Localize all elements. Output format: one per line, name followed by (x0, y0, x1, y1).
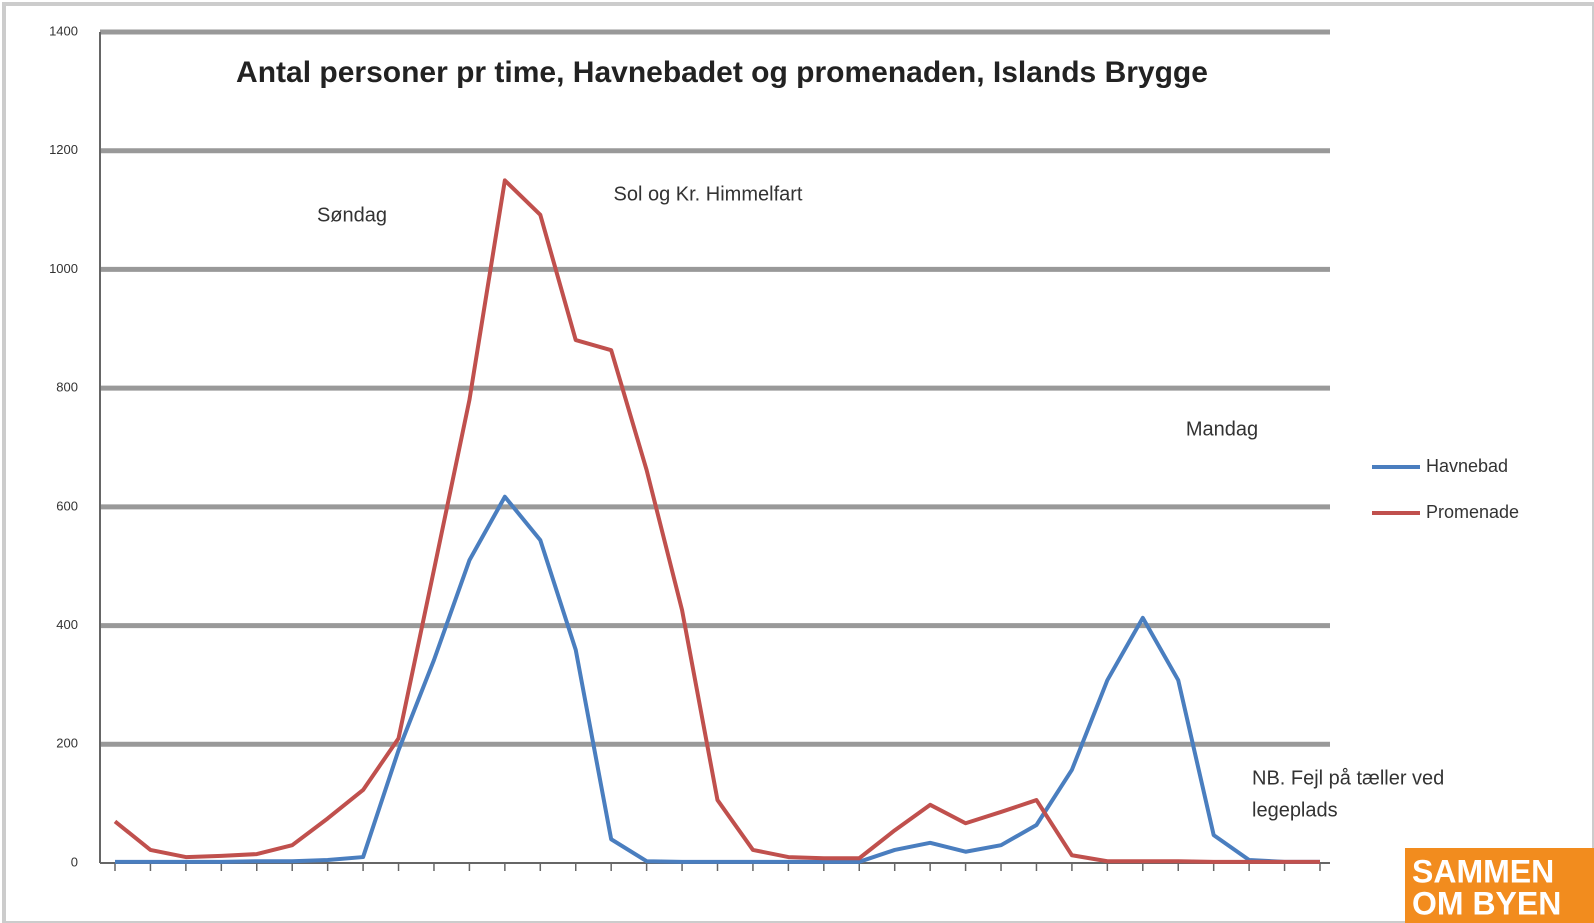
logo-text: OM BYEN (1412, 885, 1561, 921)
annotation: NB. Fejl på tæller ved (1252, 767, 1444, 789)
annotation: Søndag (317, 204, 387, 226)
y-tick-label: 0 (71, 854, 78, 869)
series-line (115, 494, 1320, 864)
y-tick-label: 1200 (49, 142, 78, 157)
annotation: Sol og Kr. Himmelfart (614, 183, 803, 205)
logo-box (1405, 848, 1594, 923)
y-tick-label: 1000 (49, 261, 78, 276)
legend-label: Promenade (1426, 502, 1519, 522)
y-tick-label: 400 (56, 617, 78, 632)
annotation: legeplads (1252, 799, 1338, 821)
y-tick-label: 1400 (49, 23, 78, 38)
legend-label: Havnebad (1426, 456, 1508, 476)
annotation: Mandag (1186, 418, 1258, 440)
series-line (113, 178, 1320, 864)
y-tick-label: 200 (56, 736, 78, 751)
y-tick-label: 800 (56, 380, 78, 395)
logo-text: SAMMEN (1412, 853, 1554, 889)
y-tick-label: 600 (56, 498, 78, 513)
chart-title: Antal personer pr time, Havnebadet og pr… (236, 56, 1208, 89)
